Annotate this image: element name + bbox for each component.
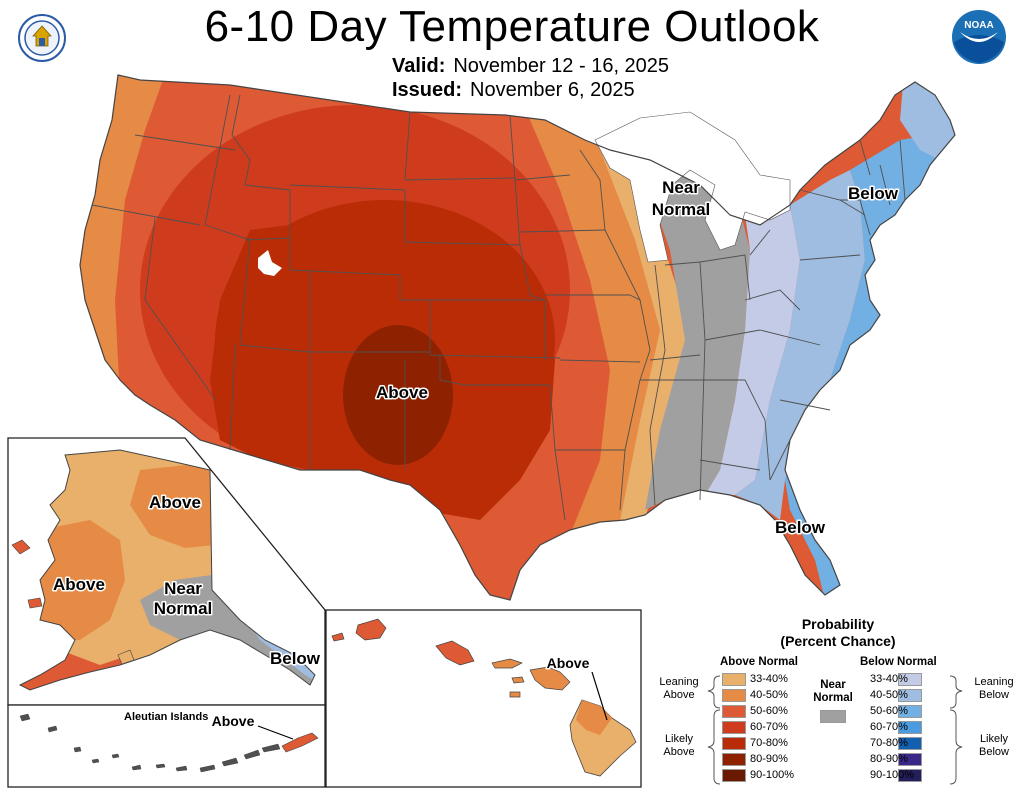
legend-above-range-0: 33-40% [750, 673, 788, 685]
label-ak-near-1: Near [164, 579, 202, 598]
legend-above-swatch-4 [722, 737, 746, 750]
label-ak-below: Below [270, 649, 321, 668]
legend-likely-above-2: Above [663, 746, 695, 758]
legend-below-swatch-3 [898, 721, 922, 734]
great-lakes [594, 111, 791, 263]
legend-above-swatch-3 [722, 721, 746, 734]
label-ak-above-north: Above [149, 493, 201, 512]
legend-above-swatch-6 [722, 769, 746, 782]
legend-below-range-6: 90-100% [870, 769, 915, 781]
legend-leaning-below-2: Below [979, 689, 1009, 701]
legend-above-range-3: 60-70% [750, 721, 788, 733]
legend-title-1: Probability [801, 616, 875, 632]
legend-below-swatch-6 [898, 769, 922, 782]
great-salt-lake [258, 250, 282, 276]
legend-title-2: (Percent Chance) [780, 633, 896, 649]
issued-label: Issued: [392, 79, 463, 101]
label-conus-near-2: Normal [652, 200, 711, 219]
hawaii-inset [325, 609, 642, 788]
label-ak-near-2: Normal [154, 599, 213, 618]
legend-below-range-2: 50-60% [870, 705, 908, 717]
legend-above-range-4: 70-80% [750, 737, 788, 749]
valid-line: Valid: November 12 - 16, 2025 [392, 54, 669, 78]
region-above-33-40 [560, 75, 690, 520]
label-conus-above: Above [376, 383, 428, 402]
legend-above-range-5: 80-90% [750, 753, 788, 765]
legend-likely-above: Likely Above [654, 733, 704, 759]
label-aleutian-title: Aleutian Islands [124, 711, 208, 723]
legend-below-swatch-4 [898, 737, 922, 750]
noaa-logo-text: NOAA [964, 20, 993, 31]
legend-below-range-1: 40-50% [870, 689, 908, 701]
aleutian-inset [7, 704, 326, 788]
legend-leaning-above: Leaning Above [654, 676, 704, 702]
legend-below-range-4: 70-80% [870, 737, 908, 749]
legend-below-range-5: 80-90% [870, 753, 908, 765]
legend-leaning-below: Leaning Below [966, 676, 1022, 702]
region-above-80-90 [343, 325, 453, 465]
legend-above-swatch-5 [722, 753, 746, 766]
alaska-inset [7, 437, 326, 706]
legend-likely-below-1: Likely [979, 733, 1009, 745]
legend-near-normal: Near Normal [804, 679, 862, 705]
legend-above-range-2: 50-60% [750, 705, 788, 717]
legend-likely-below: Likely Below [966, 733, 1022, 759]
doc-seal-icon [18, 14, 66, 62]
legend-leaning-above-1: Leaning [659, 676, 699, 688]
label-conus-below-ne: Below [848, 184, 899, 203]
label-aleutian-above: Above [212, 713, 255, 729]
label-hi-above: Above [547, 655, 590, 671]
noaa-logo-icon: NOAA [952, 10, 1006, 64]
legend-near-1: Near [820, 679, 846, 691]
legend-near-swatch [820, 710, 846, 723]
legend-brackets [707, 675, 963, 785]
region-below-33-40 [705, 205, 800, 495]
legend-below-range-0: 33-40% [870, 673, 908, 685]
legend-likely-below-2: Below [979, 746, 1009, 758]
page-title: 6-10 Day Temperature Outlook [204, 2, 820, 51]
legend-below-header: Below Normal [860, 656, 937, 668]
legend-below-range-3: 60-70% [870, 721, 908, 733]
legend-above-swatch-1 [722, 689, 746, 702]
state-boundaries [79, 74, 956, 601]
label-conus-below-se: Below [775, 518, 826, 537]
legend-above-range-6: 90-100% [750, 769, 795, 781]
legend-leaning-above-2: Above [663, 689, 695, 701]
legend-near-2: Normal [813, 692, 853, 704]
legend-below-swatch-0 [898, 673, 922, 686]
legend-above-swatch-0 [722, 673, 746, 686]
legend-likely-above-1: Likely [664, 733, 694, 745]
legend-above-swatch-2 [722, 705, 746, 718]
label-conus-near-1: Near [662, 178, 700, 197]
legend-below-swatch-2 [898, 705, 922, 718]
legend-title: Probability (Percent Chance) [652, 616, 1024, 650]
region-above-40-50-central [515, 75, 660, 560]
legend-below-swatch-5 [898, 753, 922, 766]
legend-above-header: Above Normal [720, 656, 798, 668]
issued-value: November 6, 2025 [470, 79, 635, 101]
valid-value: November 12 - 16, 2025 [453, 55, 670, 77]
label-ak-above-west: Above [53, 575, 105, 594]
legend-above-range-1: 40-50% [750, 689, 788, 701]
legend-leaning-below-1: Leaning [974, 676, 1014, 688]
issued-line: Issued: November 6, 2025 [392, 78, 635, 102]
probability-legend: Probability (Percent Chance) Above Norma… [652, 616, 1024, 791]
valid-label: Valid: [392, 55, 446, 77]
legend-below-swatch-1 [898, 689, 922, 702]
